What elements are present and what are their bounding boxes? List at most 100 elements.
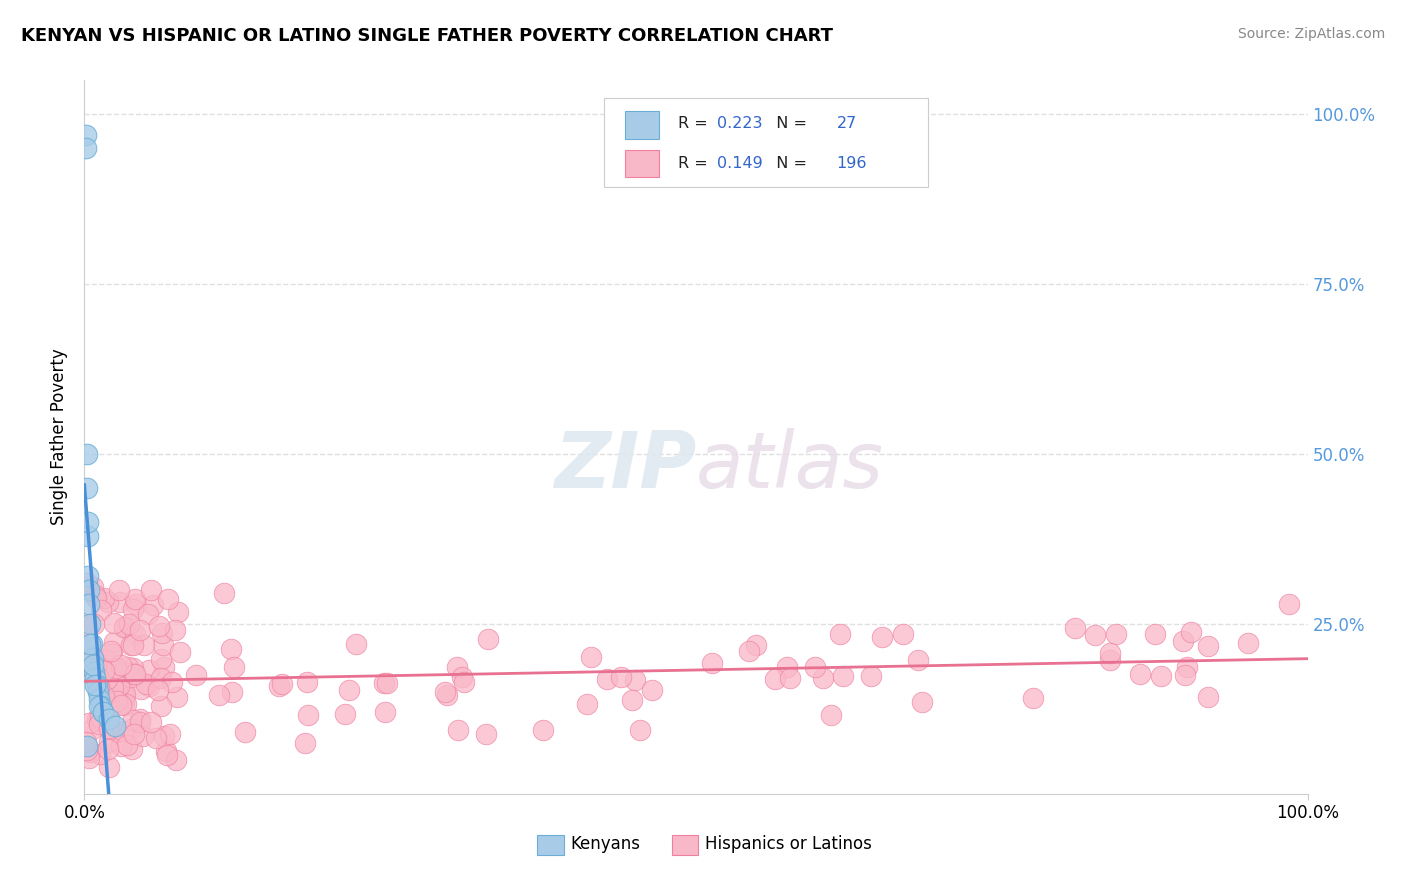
- Point: [628, 723, 651, 737]
- Point: [737, 644, 759, 658]
- Point: [96, 657, 118, 671]
- Point: [870, 630, 893, 644]
- Point: [75, 735, 97, 749]
- Bar: [626, 112, 659, 138]
- Point: [700, 656, 723, 670]
- Point: [233, 725, 256, 739]
- Point: [832, 668, 855, 682]
- Point: [104, 719, 127, 733]
- Point: [145, 731, 167, 745]
- Point: [97, 712, 120, 726]
- Point: [76, 743, 98, 757]
- Point: [121, 661, 143, 675]
- FancyBboxPatch shape: [605, 98, 928, 187]
- Point: [763, 672, 786, 686]
- Point: [101, 647, 124, 661]
- Point: [745, 639, 768, 653]
- Point: [93, 678, 115, 692]
- Bar: [626, 150, 659, 178]
- Point: [107, 725, 129, 739]
- Point: [166, 690, 188, 704]
- Point: [112, 620, 135, 634]
- Point: [124, 627, 146, 641]
- Point: [87, 660, 110, 674]
- Point: [77, 582, 100, 597]
- Point: [160, 675, 183, 690]
- Point: [596, 672, 619, 686]
- Point: [76, 481, 98, 495]
- Point: [111, 724, 134, 739]
- Point: [104, 660, 127, 674]
- Point: [89, 710, 111, 724]
- Point: [83, 665, 105, 679]
- Point: [93, 591, 115, 606]
- Point: [103, 635, 125, 649]
- Point: [621, 693, 644, 707]
- Point: [82, 723, 104, 737]
- Point: [120, 665, 142, 680]
- Point: [267, 679, 290, 693]
- Point: [828, 627, 851, 641]
- Point: [208, 688, 231, 702]
- Point: [907, 653, 929, 667]
- Point: [93, 673, 115, 687]
- Point: [76, 447, 98, 461]
- Point: [641, 683, 664, 698]
- Point: [224, 659, 246, 673]
- Point: [477, 632, 499, 646]
- Point: [125, 597, 148, 611]
- Point: [89, 680, 111, 694]
- Point: [86, 656, 108, 670]
- Point: [155, 744, 177, 758]
- Point: [120, 638, 142, 652]
- Point: [129, 623, 152, 637]
- Point: [911, 695, 934, 709]
- Point: [84, 678, 107, 692]
- Point: [89, 747, 111, 761]
- Point: [167, 605, 190, 619]
- Point: [297, 708, 319, 723]
- Point: [122, 713, 145, 727]
- Point: [804, 659, 827, 673]
- Point: [1197, 639, 1219, 653]
- Point: [108, 582, 131, 597]
- Point: [79, 745, 101, 759]
- Point: [82, 657, 104, 672]
- Point: [150, 699, 173, 714]
- Point: [132, 638, 155, 652]
- Text: N =: N =: [766, 116, 811, 131]
- Point: [152, 626, 174, 640]
- Point: [93, 690, 115, 705]
- Point: [86, 660, 108, 674]
- Point: [82, 580, 104, 594]
- Point: [451, 670, 474, 684]
- Point: [1180, 624, 1202, 639]
- Point: [117, 738, 139, 752]
- Point: [93, 689, 115, 703]
- Point: [110, 658, 132, 673]
- Point: [103, 615, 125, 630]
- Text: 27: 27: [837, 116, 856, 131]
- Point: [77, 569, 100, 583]
- Point: [82, 651, 104, 665]
- Point: [77, 515, 100, 529]
- Point: [859, 669, 882, 683]
- Point: [83, 616, 105, 631]
- Point: [97, 721, 120, 735]
- Point: [87, 698, 110, 713]
- Point: [97, 742, 120, 756]
- Point: [129, 681, 152, 696]
- Point: [93, 705, 115, 719]
- Point: [77, 750, 100, 764]
- Point: [79, 617, 101, 632]
- Point: [219, 642, 242, 657]
- Point: [91, 706, 114, 720]
- Point: [79, 715, 101, 730]
- Point: [891, 627, 914, 641]
- Point: [148, 683, 170, 698]
- Text: 0.149: 0.149: [717, 156, 762, 170]
- Text: Kenyans: Kenyans: [569, 835, 640, 853]
- Point: [91, 706, 114, 720]
- Point: [436, 688, 458, 702]
- Text: Source: ZipAtlas.com: Source: ZipAtlas.com: [1237, 27, 1385, 41]
